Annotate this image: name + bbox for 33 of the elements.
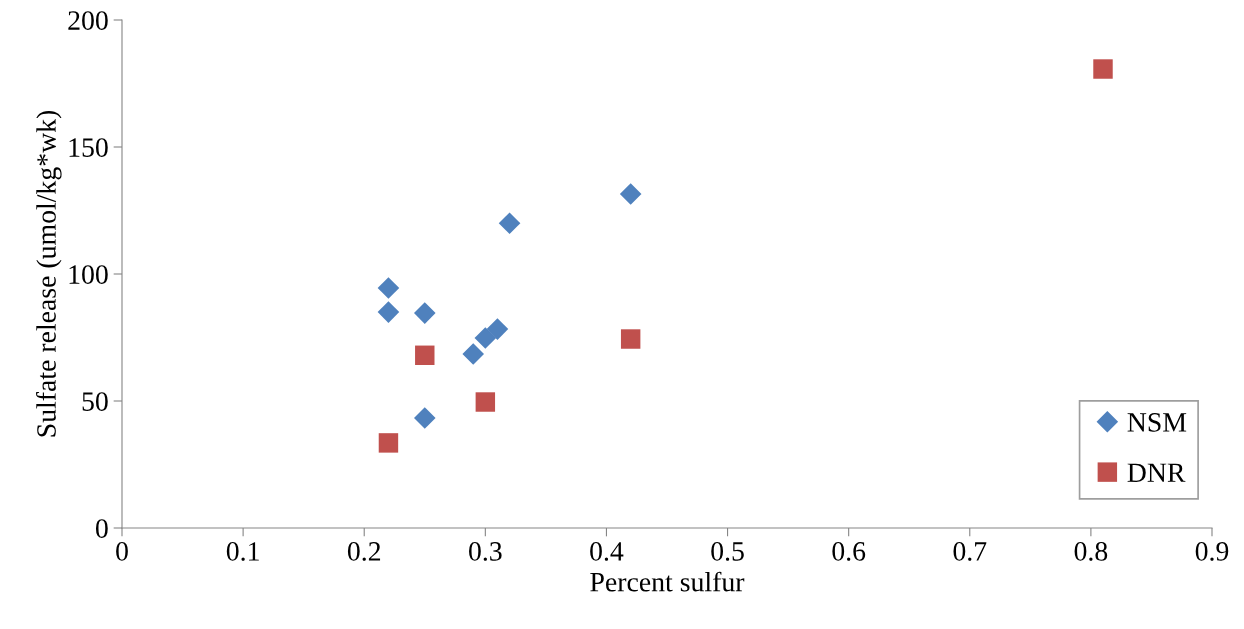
x-tick-label: 0.1 [226, 542, 259, 561]
point [377, 277, 400, 299]
y-axis-title: Sulfate release (umol/kg*wk) [36, 110, 62, 437]
point [619, 183, 642, 205]
point [378, 433, 399, 453]
point [1093, 59, 1113, 79]
y-tick-label: 200 [68, 11, 108, 30]
x-tick-label: 0.2 [347, 542, 381, 561]
x-tick-label: 0.9 [1195, 542, 1229, 561]
x-tick-label: 0.7 [953, 542, 987, 561]
point [620, 329, 641, 349]
point [377, 301, 400, 323]
x-tick-label: 0.6 [832, 542, 866, 561]
point [498, 212, 521, 234]
x-tick-label: 0 [116, 542, 128, 561]
point [415, 345, 435, 365]
legend-label: NSM [1127, 413, 1187, 432]
point [413, 302, 436, 324]
y-tick-label: 0 [95, 519, 108, 538]
y-tick-label: 50 [82, 392, 108, 411]
y-tick-label: 100 [69, 265, 108, 284]
x-tick-label: 0.5 [711, 542, 744, 561]
x-tick-label: 0.3 [469, 542, 502, 561]
point [486, 318, 509, 340]
point [413, 407, 436, 429]
y-tick-label: 150 [69, 138, 108, 157]
point [462, 343, 485, 365]
x-tick-label: 0.4 [590, 542, 624, 561]
point [474, 327, 497, 349]
legend-label: DNR [1127, 463, 1186, 482]
x-axis-title: Percent sulfur [590, 571, 745, 592]
x-tick-label: 0.8 [1074, 542, 1108, 561]
point [475, 392, 496, 412]
